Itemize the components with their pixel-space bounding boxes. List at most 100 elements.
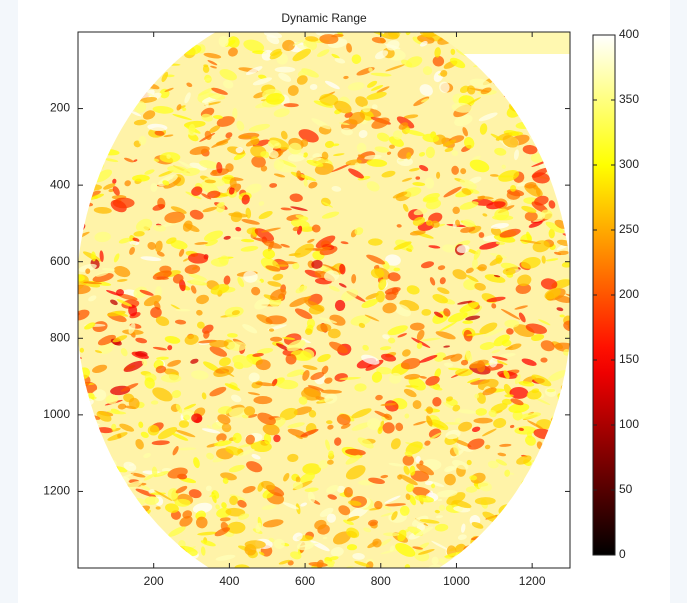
texture bbox=[214, 527, 230, 537]
texture bbox=[395, 542, 416, 557]
texture bbox=[514, 374, 521, 385]
texture bbox=[531, 333, 545, 342]
texture bbox=[377, 426, 383, 435]
texture bbox=[96, 427, 114, 434]
texture bbox=[318, 317, 338, 324]
texture bbox=[244, 406, 256, 416]
texture bbox=[205, 239, 218, 247]
texture bbox=[186, 82, 193, 88]
texture bbox=[354, 162, 361, 171]
texture bbox=[130, 110, 142, 117]
texture bbox=[466, 85, 476, 95]
texture bbox=[282, 39, 295, 51]
texture bbox=[462, 127, 468, 137]
texture bbox=[229, 495, 238, 506]
texture bbox=[123, 360, 144, 372]
texture bbox=[143, 473, 156, 481]
texture bbox=[216, 162, 223, 174]
texture bbox=[386, 151, 392, 155]
texture bbox=[345, 465, 366, 480]
texture bbox=[144, 377, 155, 389]
texture bbox=[228, 187, 235, 195]
texture bbox=[255, 359, 271, 371]
texture bbox=[138, 421, 144, 428]
texture bbox=[78, 284, 91, 295]
x-tick-label: 1000 bbox=[443, 574, 470, 588]
texture bbox=[311, 259, 323, 269]
texture bbox=[497, 452, 507, 457]
texture bbox=[135, 218, 153, 232]
texture bbox=[245, 66, 263, 75]
texture bbox=[94, 231, 111, 243]
texture bbox=[303, 152, 308, 158]
texture bbox=[224, 383, 241, 391]
texture bbox=[422, 196, 439, 203]
texture bbox=[380, 353, 397, 362]
texture bbox=[540, 357, 548, 363]
texture bbox=[490, 403, 508, 413]
texture bbox=[416, 463, 435, 476]
texture bbox=[236, 120, 245, 131]
texture bbox=[296, 170, 302, 180]
texture bbox=[452, 460, 469, 470]
texture bbox=[105, 394, 119, 405]
texture bbox=[479, 322, 498, 335]
texture bbox=[545, 258, 559, 262]
texture bbox=[158, 170, 174, 177]
texture bbox=[422, 133, 440, 143]
texture bbox=[361, 354, 380, 365]
texture bbox=[283, 472, 290, 482]
texture bbox=[384, 287, 401, 295]
texture bbox=[467, 438, 485, 450]
texture bbox=[256, 348, 274, 355]
texture bbox=[273, 108, 290, 118]
texture bbox=[429, 432, 442, 440]
texture bbox=[268, 328, 275, 332]
texture bbox=[482, 387, 497, 396]
texture bbox=[255, 522, 262, 533]
texture bbox=[106, 290, 120, 296]
texture bbox=[479, 123, 488, 135]
texture bbox=[406, 152, 412, 160]
texture bbox=[159, 265, 172, 273]
image bbox=[78, 32, 570, 568]
texture bbox=[416, 342, 423, 349]
texture bbox=[204, 98, 209, 107]
texture bbox=[154, 490, 173, 501]
texture bbox=[448, 367, 462, 371]
texture bbox=[367, 417, 381, 430]
texture bbox=[152, 105, 174, 114]
texture bbox=[171, 433, 189, 441]
texture bbox=[228, 212, 248, 218]
texture bbox=[168, 526, 186, 537]
texture bbox=[190, 285, 197, 294]
texture bbox=[375, 394, 383, 401]
texture bbox=[482, 428, 497, 437]
texture bbox=[418, 152, 426, 157]
texture bbox=[383, 413, 393, 421]
texture bbox=[315, 235, 336, 249]
texture bbox=[346, 43, 353, 53]
texture bbox=[474, 497, 496, 505]
texture bbox=[424, 480, 434, 486]
texture bbox=[240, 245, 259, 252]
texture bbox=[433, 311, 444, 318]
texture bbox=[273, 434, 281, 443]
texture bbox=[292, 481, 303, 490]
texture bbox=[167, 488, 179, 500]
texture bbox=[392, 191, 408, 199]
texture bbox=[437, 265, 446, 271]
texture bbox=[405, 483, 414, 493]
texture bbox=[270, 336, 283, 342]
texture bbox=[143, 295, 162, 307]
texture bbox=[304, 328, 313, 335]
texture bbox=[307, 385, 324, 391]
texture bbox=[130, 472, 146, 478]
texture bbox=[370, 84, 384, 91]
texture bbox=[258, 551, 265, 556]
texture bbox=[300, 428, 319, 437]
texture bbox=[454, 417, 461, 423]
texture bbox=[144, 169, 155, 175]
texture bbox=[265, 315, 287, 325]
texture bbox=[152, 387, 173, 402]
